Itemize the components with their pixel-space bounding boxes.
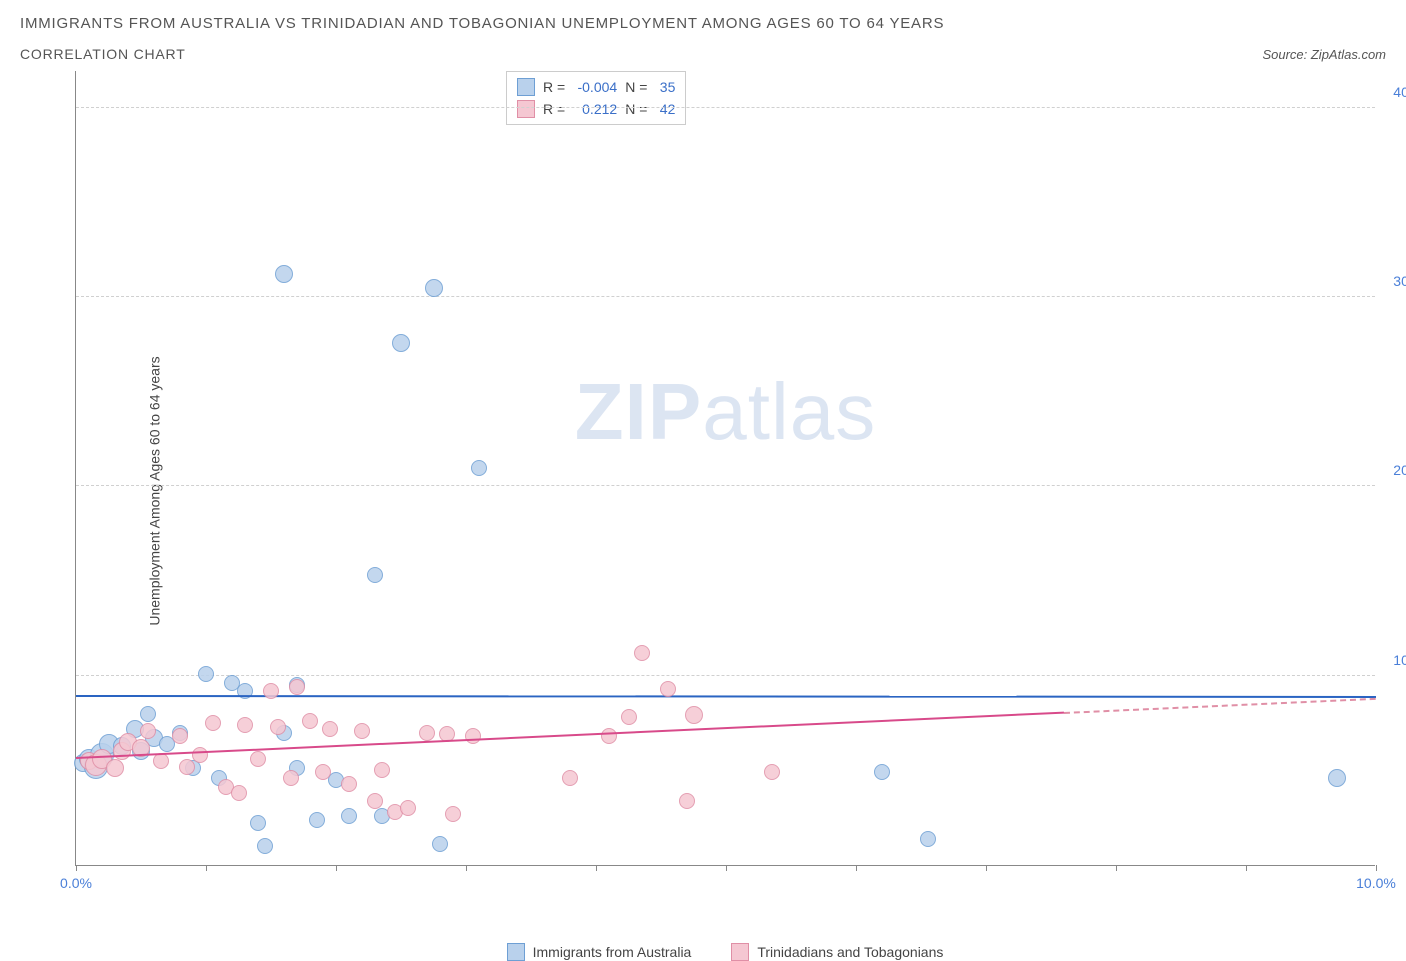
watermark: ZIPatlas [575, 366, 876, 458]
legend-r: R =0.212 [543, 98, 617, 120]
data-point-trinidad [237, 717, 253, 733]
legend-label: Immigrants from Australia [533, 944, 692, 960]
bottom-legend-trinidad: Trinidadians and Tobagonians [731, 943, 943, 961]
x-tick [986, 865, 987, 871]
correlation-legend: R =-0.004 N =35 R =0.212 N =42 [506, 71, 686, 125]
title-block: IMMIGRANTS FROM AUSTRALIA VS TRINIDADIAN… [20, 15, 1386, 62]
legend-swatch-australia [517, 78, 535, 96]
data-point-trinidad [289, 679, 305, 695]
data-point-trinidad [106, 759, 124, 777]
data-point-trinidad [250, 751, 266, 767]
data-point-trinidad [764, 764, 780, 780]
legend-n: N =42 [625, 98, 675, 120]
data-point-australia [275, 265, 293, 283]
data-point-trinidad [179, 759, 195, 775]
y-tick-label: 40.0% [1383, 84, 1406, 100]
x-tick [856, 865, 857, 871]
data-point-trinidad [302, 713, 318, 729]
data-point-australia [874, 764, 890, 780]
x-tick [336, 865, 337, 871]
y-tick-label: 20.0% [1383, 462, 1406, 478]
x-tick [1376, 865, 1377, 871]
data-point-australia [198, 666, 214, 682]
data-point-trinidad [374, 762, 390, 778]
data-point-trinidad [192, 747, 208, 763]
trend-line-extension-trinidad [1064, 697, 1376, 713]
data-point-trinidad [172, 728, 188, 744]
legend-label: Trinidadians and Tobagonians [757, 944, 943, 960]
data-point-trinidad [601, 728, 617, 744]
legend-row-australia: R =-0.004 N =35 [517, 76, 675, 98]
source-label: Source: ZipAtlas.com [1262, 47, 1386, 62]
chart-container: Unemployment Among Ages 60 to 64 years Z… [20, 66, 1386, 916]
legend-r: R =-0.004 [543, 76, 617, 98]
data-point-trinidad [354, 723, 370, 739]
data-point-trinidad [315, 764, 331, 780]
data-point-trinidad [140, 723, 156, 739]
data-point-trinidad [562, 770, 578, 786]
bottom-legend-australia: Immigrants from Australia [507, 943, 692, 961]
legend-n: N =35 [625, 76, 675, 98]
trend-line-trinidad [76, 712, 1064, 759]
data-point-trinidad [465, 728, 481, 744]
gridline [76, 485, 1375, 486]
data-point-trinidad [634, 645, 650, 661]
data-point-trinidad [621, 709, 637, 725]
series-legend: Immigrants from Australia Trinidadians an… [75, 943, 1375, 961]
data-point-trinidad [419, 725, 435, 741]
x-tick-label: 10.0% [1356, 875, 1396, 891]
data-point-australia [140, 706, 156, 722]
data-point-australia [432, 836, 448, 852]
gridline [76, 107, 1375, 108]
data-point-trinidad [660, 681, 676, 697]
data-point-australia [1328, 769, 1346, 787]
y-tick-label: 10.0% [1383, 652, 1406, 668]
subtitle-row: CORRELATION CHART Source: ZipAtlas.com [20, 46, 1386, 62]
data-point-trinidad [322, 721, 338, 737]
data-point-trinidad [685, 706, 703, 724]
data-point-trinidad [341, 776, 357, 792]
legend-row-trinidad: R =0.212 N =42 [517, 98, 675, 120]
data-point-australia [367, 567, 383, 583]
data-point-australia [920, 831, 936, 847]
data-point-trinidad [283, 770, 299, 786]
data-point-australia [309, 812, 325, 828]
data-point-australia [257, 838, 273, 854]
x-tick-label: 0.0% [60, 875, 92, 891]
data-point-trinidad [679, 793, 695, 809]
data-point-australia [341, 808, 357, 824]
x-tick [1116, 865, 1117, 871]
plot-area: ZIPatlas R =-0.004N =35R =0.212N =42 10.… [75, 71, 1375, 866]
data-point-australia [392, 334, 410, 352]
chart-subtitle: CORRELATION CHART [20, 46, 186, 62]
data-point-trinidad [445, 806, 461, 822]
data-point-trinidad [263, 683, 279, 699]
chart-title: IMMIGRANTS FROM AUSTRALIA VS TRINIDADIAN… [20, 15, 1386, 32]
gridline [76, 675, 1375, 676]
data-point-trinidad [205, 715, 221, 731]
x-tick [206, 865, 207, 871]
x-tick [726, 865, 727, 871]
data-point-trinidad [367, 793, 383, 809]
x-tick [466, 865, 467, 871]
gridline [76, 296, 1375, 297]
data-point-australia [471, 460, 487, 476]
data-point-trinidad [231, 785, 247, 801]
x-tick [1246, 865, 1247, 871]
legend-swatch-trinidad [731, 943, 749, 961]
data-point-trinidad [400, 800, 416, 816]
y-tick-label: 30.0% [1383, 273, 1406, 289]
data-point-australia [425, 279, 443, 297]
data-point-trinidad [270, 719, 286, 735]
legend-swatch-trinidad [517, 100, 535, 118]
x-tick [76, 865, 77, 871]
x-tick [596, 865, 597, 871]
legend-swatch-australia [507, 943, 525, 961]
data-point-australia [250, 815, 266, 831]
